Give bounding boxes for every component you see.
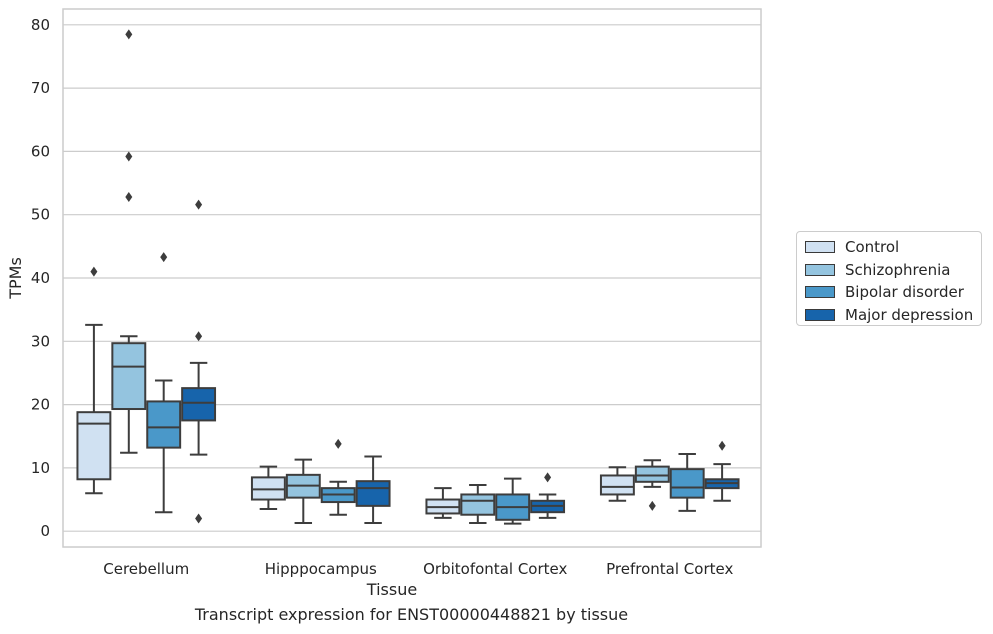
box-schizophrenia <box>285 458 321 524</box>
box-iqr <box>355 480 391 507</box>
box-iqr <box>599 474 635 496</box>
box-control <box>425 487 461 519</box>
y-tick-label: 60 <box>31 142 50 160</box>
outlier-point <box>544 472 552 483</box>
outlier-point <box>125 191 133 202</box>
y-tick-label: 10 <box>31 459 50 477</box>
outlier-point <box>125 29 133 40</box>
box-bipolar-disorder <box>146 252 182 514</box>
y-tick-label: 50 <box>31 206 50 224</box>
outlier-point <box>90 266 98 277</box>
box-major-depression <box>704 440 740 502</box>
legend-item-major-depression: Major depression <box>805 304 981 327</box>
legend-label: Bipolar disorder <box>845 283 964 302</box>
box-iqr <box>76 411 112 481</box>
outlier-point <box>125 151 133 162</box>
box-control <box>250 465 286 511</box>
chart-title: Transcript expression for ENST0000044882… <box>194 605 629 624</box>
legend-label: Control <box>845 238 900 257</box>
box-major-depression <box>355 455 391 524</box>
box-iqr <box>669 468 705 499</box>
outlier-point <box>195 331 203 342</box>
y-tick-label: 70 <box>31 79 50 97</box>
legend-swatch <box>805 263 835 276</box>
outlier-point <box>648 500 656 511</box>
grid-lines <box>63 24 761 532</box>
legend-item-control: Control <box>805 236 981 259</box>
legend-swatch <box>805 308 835 321</box>
box-schizophrenia <box>460 483 496 524</box>
x-axis-ticks: Cerebellum Hipppocampus Orbitofontal Corte… <box>103 560 733 578</box>
outlier-point <box>718 440 726 451</box>
y-axis-label: TPMs <box>6 257 25 300</box>
boxes <box>76 29 740 525</box>
y-tick-label: 30 <box>31 332 50 350</box>
box-bipolar-disorder <box>320 438 356 516</box>
legend-label: Schizophrenia <box>845 260 951 279</box>
y-tick-label: 80 <box>31 16 50 34</box>
legend-swatch <box>805 241 835 254</box>
box-iqr <box>634 465 670 483</box>
x-axis-label: Tissue <box>366 580 417 599</box>
box-iqr <box>181 387 217 422</box>
box-iqr <box>111 342 147 411</box>
y-tick-label: 0 <box>40 522 50 540</box>
box-schizophrenia <box>634 459 670 511</box>
outlier-point <box>195 199 203 210</box>
box-major-depression <box>530 472 566 519</box>
x-tick-label: Prefrontal Cortex <box>606 560 733 578</box>
box-bipolar-disorder <box>495 477 531 525</box>
y-tick-label: 20 <box>31 396 50 414</box>
outlier-point <box>160 252 168 263</box>
x-tick-label: Cerebellum <box>103 560 189 578</box>
box-bipolar-disorder <box>669 452 705 512</box>
outlier-point <box>195 513 203 524</box>
x-tick-label: Orbitofontal Cortex <box>423 560 567 578</box>
box-control <box>599 466 635 502</box>
legend-swatch <box>805 286 835 299</box>
y-axis-ticks: 0 10 20 30 40 50 60 70 80 <box>31 16 50 540</box>
box-iqr <box>460 493 496 516</box>
x-tick-label: Hipppocampus <box>265 560 377 578</box>
box-major-depression <box>181 199 217 524</box>
legend-item-schizophrenia: Schizophrenia <box>805 259 981 282</box>
y-tick-label: 40 <box>31 269 50 287</box>
legend-item-bipolar-disorder: Bipolar disorder <box>805 281 981 304</box>
box-schizophrenia <box>111 29 147 454</box>
box-control <box>76 266 112 495</box>
legend-label: Major depression <box>845 305 974 324</box>
legend: Control Schizophrenia Bipolar disorder M… <box>796 231 982 326</box>
box-iqr <box>146 400 182 449</box>
outlier-point <box>334 438 342 449</box>
